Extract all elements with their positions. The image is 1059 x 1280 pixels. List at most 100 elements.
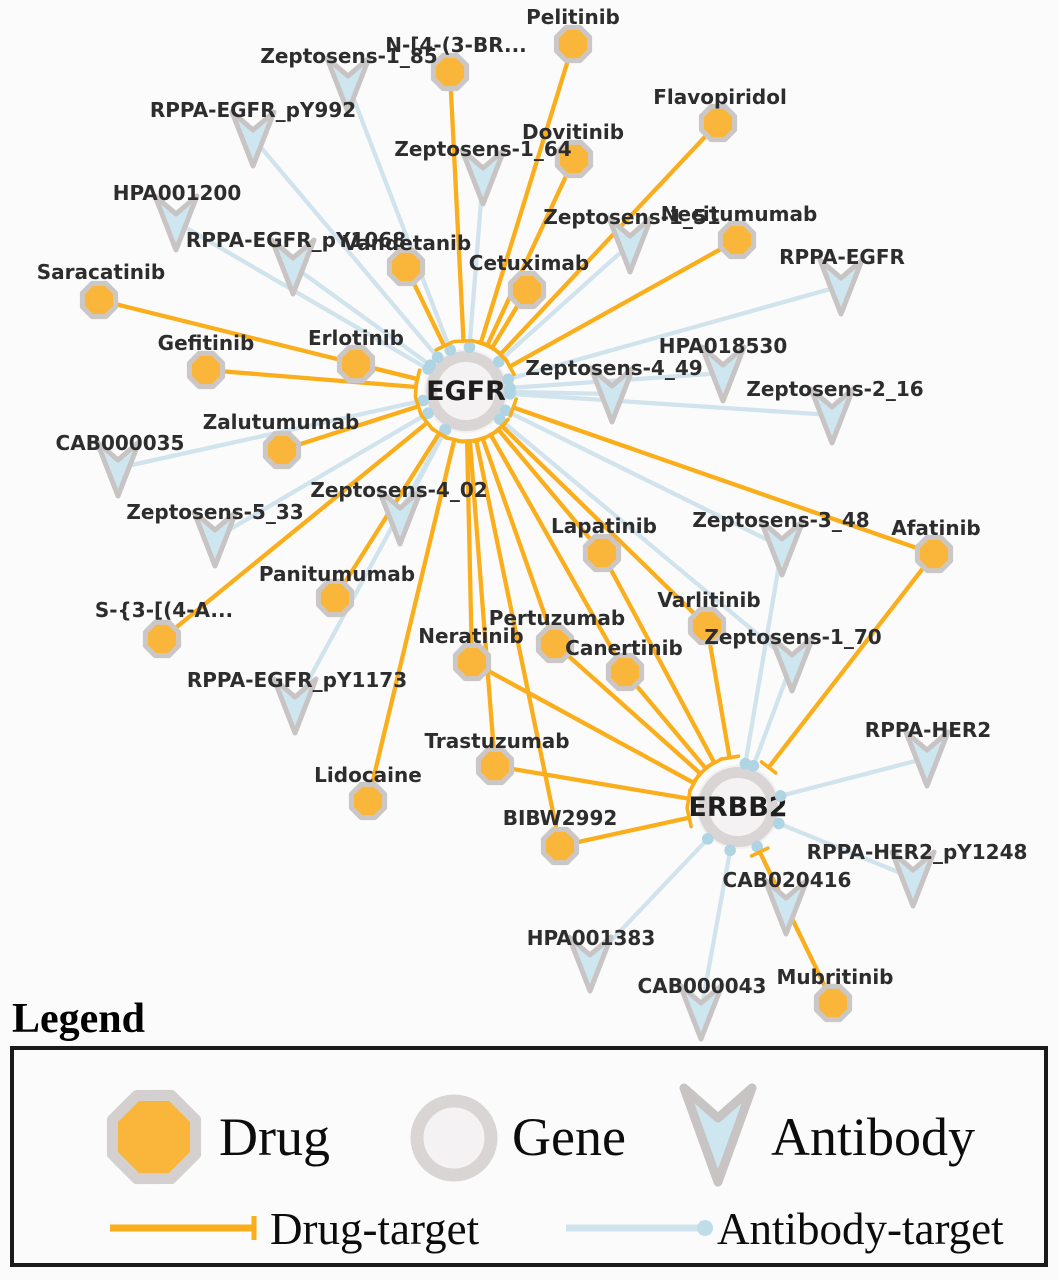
drug-node[interactable] bbox=[535, 624, 575, 664]
antibody-node-label: Zeptosens-2_16 bbox=[746, 377, 923, 401]
antibody-node[interactable] bbox=[94, 439, 142, 499]
antibody-node-label: RPPA-EGFR_pY1173 bbox=[187, 668, 407, 692]
drug-node[interactable] bbox=[687, 606, 727, 646]
drug-node[interactable] bbox=[914, 534, 954, 574]
drug-target-tee bbox=[413, 368, 422, 390]
drug-node[interactable] bbox=[698, 103, 738, 143]
drug-node-label: Zalutumumab bbox=[203, 410, 360, 434]
antibody-node[interactable] bbox=[324, 55, 372, 115]
antibody-target-dot bbox=[417, 394, 429, 407]
drug-node[interactable] bbox=[540, 826, 580, 866]
gene-node-label: ERBB2 bbox=[688, 792, 787, 823]
drug-node-icon bbox=[106, 1089, 202, 1185]
drug-node[interactable] bbox=[262, 430, 302, 470]
drug-node-label: Afatinib bbox=[891, 516, 981, 540]
antibody-node-label: HPA001383 bbox=[527, 926, 656, 950]
drug-node[interactable] bbox=[79, 280, 119, 320]
antibody-node[interactable] bbox=[566, 934, 614, 994]
drug-node-label: S-{3-[(4-A... bbox=[95, 598, 233, 622]
drug-node[interactable] bbox=[315, 578, 355, 618]
drug-target-edge bbox=[281, 404, 420, 453]
drug-target-edge bbox=[553, 642, 703, 776]
antibody-target-edge bbox=[251, 136, 440, 359]
antibody-node[interactable] bbox=[903, 729, 951, 789]
gene-node-label: EGFR bbox=[426, 376, 506, 407]
drug-target-edge bbox=[480, 437, 558, 645]
antibody-target-edge bbox=[497, 242, 632, 364]
antibody-node[interactable] bbox=[758, 518, 806, 578]
legend-title: Legend bbox=[12, 996, 146, 1042]
legend-drug-target-label: Drug-target bbox=[270, 1203, 480, 1254]
antibody-node[interactable] bbox=[229, 109, 277, 169]
drug-target-edge bbox=[766, 552, 936, 769]
drug-node-label: Trastuzumab bbox=[424, 729, 569, 753]
drug-node[interactable] bbox=[475, 746, 515, 786]
drug-target-edge bbox=[496, 427, 604, 555]
antibody-node[interactable] bbox=[459, 147, 507, 207]
drug-target-tee bbox=[685, 807, 693, 829]
antibody-node[interactable] bbox=[889, 849, 937, 909]
antibody-node[interactable] bbox=[269, 237, 317, 297]
drug-target-edge bbox=[470, 660, 696, 785]
antibody-target-edge bbox=[509, 389, 613, 397]
drug-target-edge bbox=[488, 433, 627, 674]
antibody-target-edge bbox=[213, 411, 430, 540]
antibody-target-edge bbox=[504, 408, 783, 549]
drug-node[interactable] bbox=[813, 983, 853, 1023]
drug-target-edge bbox=[485, 158, 576, 347]
drug-node-label: Necitumumab bbox=[661, 202, 818, 226]
drug-target-edge bbox=[205, 367, 417, 390]
antibody-node[interactable] bbox=[677, 982, 725, 1042]
drug-target-tee bbox=[759, 760, 778, 775]
antibody-target-dot bbox=[747, 760, 760, 772]
drug-node[interactable] bbox=[386, 247, 426, 287]
drug-target-edge bbox=[160, 420, 429, 641]
drug-node[interactable] bbox=[605, 652, 645, 692]
drug-node[interactable] bbox=[452, 642, 492, 682]
drug-node[interactable] bbox=[348, 781, 388, 821]
drug-node[interactable] bbox=[553, 24, 593, 64]
antibody-target-dot bbox=[772, 817, 785, 830]
drug-target-tee bbox=[434, 340, 455, 352]
antibody-target-dot bbox=[502, 373, 515, 385]
antibody-node-label: CAB000035 bbox=[56, 431, 185, 455]
antibody-target-dot bbox=[504, 388, 516, 400]
drug-node[interactable] bbox=[717, 220, 757, 260]
antibody-node-label: CAB020416 bbox=[723, 868, 852, 892]
drug-node[interactable] bbox=[430, 52, 470, 92]
drug-node[interactable] bbox=[507, 270, 547, 310]
legend-drug-label: Drug bbox=[219, 1106, 330, 1167]
antibody-target-dot bbox=[463, 341, 476, 353]
antibody-node-label: Zeptosens-4_49 bbox=[525, 356, 702, 380]
gene-node[interactable] bbox=[426, 351, 506, 431]
antibody-node[interactable] bbox=[808, 386, 856, 446]
antibody-node-label: RPPA-EGFR_pY1068 bbox=[186, 228, 406, 252]
antibody-node-label: CAB000043 bbox=[638, 974, 767, 998]
gene-node[interactable] bbox=[698, 767, 778, 847]
antibody-node-label: RPPA-HER2_pY1248 bbox=[807, 840, 1028, 864]
antibody-node[interactable] bbox=[699, 344, 747, 404]
antibody-node[interactable] bbox=[762, 877, 810, 937]
antibody-target-dot bbox=[439, 423, 451, 436]
drug-target-tee bbox=[749, 846, 770, 858]
antibody-node[interactable] bbox=[606, 215, 654, 275]
antibody-node[interactable] bbox=[271, 676, 319, 736]
drug-node-label: N-[4-(3-BR... bbox=[385, 33, 527, 57]
antibody-target-edge bbox=[698, 849, 733, 1012]
drug-node[interactable] bbox=[336, 344, 376, 384]
antibody-node[interactable] bbox=[768, 634, 816, 694]
antibody-node[interactable] bbox=[191, 509, 239, 569]
antibody-node[interactable] bbox=[376, 487, 424, 547]
drug-target-edge-icon bbox=[110, 1216, 257, 1240]
legend-antibody-label: Antibody bbox=[771, 1106, 976, 1167]
drug-node[interactable] bbox=[186, 350, 226, 390]
drug-node[interactable] bbox=[554, 139, 594, 179]
gene-node-icon bbox=[410, 1094, 498, 1182]
drug-node-label: Canertinib bbox=[565, 636, 683, 660]
antibody-node[interactable] bbox=[588, 365, 636, 425]
legend-box: Drug Gene Antibody Drug-target Antibody-… bbox=[10, 1046, 1048, 1267]
antibody-node[interactable] bbox=[152, 193, 200, 253]
drug-node[interactable] bbox=[142, 619, 182, 659]
antibody-node[interactable] bbox=[817, 257, 865, 317]
drug-node[interactable] bbox=[582, 533, 622, 573]
